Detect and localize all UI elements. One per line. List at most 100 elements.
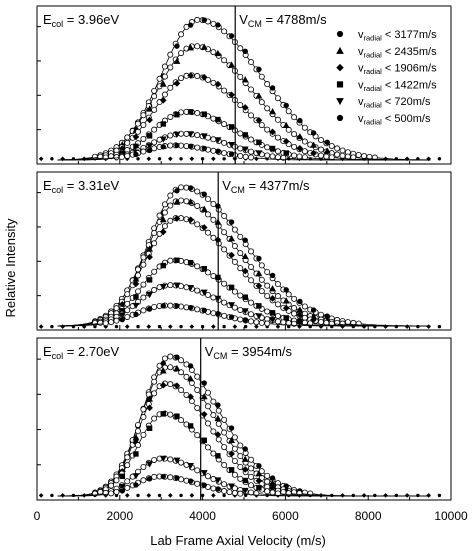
- series-filled-point: [242, 294, 248, 300]
- series-open-point: [221, 150, 228, 157]
- series-filled-point: [255, 282, 263, 290]
- baseline-point: [60, 493, 65, 498]
- series-open-point: [264, 152, 271, 159]
- baseline-point: [146, 324, 152, 329]
- series-filled-point: [187, 72, 194, 79]
- baseline-point: [211, 324, 216, 329]
- legend-marker: [336, 63, 344, 72]
- x-tick-label: 0: [34, 509, 41, 523]
- series-filled-point: [310, 307, 317, 313]
- baseline-point: [179, 493, 183, 498]
- series-open-point: [194, 43, 201, 50]
- ecol-label: Ecol = 2.70eV: [43, 344, 120, 361]
- series-open-point: [135, 128, 142, 135]
- baseline-point: [157, 157, 162, 161]
- series-filled-point: [160, 473, 166, 480]
- series-open-point: [124, 313, 131, 320]
- series-open-point: [178, 50, 185, 57]
- series-filled-point: [282, 137, 290, 145]
- series-open-point: [140, 414, 147, 421]
- vcm-label: VCM = 4788m/s: [239, 12, 327, 29]
- series-open-point: [318, 318, 325, 325]
- series-open-point: [237, 490, 244, 497]
- series-filled-point: [214, 49, 222, 57]
- series-open-point: [108, 319, 115, 326]
- series-filled-point: [187, 284, 195, 292]
- series-open-point: [237, 442, 244, 449]
- series-filled-point: [146, 143, 154, 150]
- series-open-point: [113, 305, 120, 312]
- series-open-point: [328, 143, 335, 150]
- series-filled-point: [146, 277, 153, 283]
- baseline-point: [243, 324, 248, 329]
- series-open-point: [156, 212, 163, 219]
- series-filled-point: [187, 423, 194, 429]
- series-filled-point: [214, 431, 222, 438]
- series-open-point: [334, 151, 341, 158]
- series-open-point: [204, 403, 211, 410]
- series-filled-point: [173, 457, 181, 464]
- series-open-point: [194, 480, 201, 487]
- baseline-point: [167, 156, 173, 162]
- series-open-point: [156, 75, 163, 82]
- legend-label: vradial < 1906m/s: [358, 63, 437, 77]
- series-open-point: [194, 144, 201, 151]
- series-open-point: [237, 145, 244, 152]
- baseline-point: [167, 324, 173, 329]
- series-open-point: [194, 188, 201, 195]
- series-filled-point: [132, 133, 140, 141]
- series-filled-point: [200, 470, 208, 477]
- series-filled-point: [146, 291, 154, 299]
- series-open-point: [167, 282, 174, 289]
- series-filled-point: [228, 314, 235, 320]
- series-open-point: [237, 73, 244, 80]
- baseline-point: [179, 157, 183, 161]
- series-filled-point: [255, 477, 263, 485]
- series-filled-point: [310, 149, 317, 157]
- series-open-point: [231, 226, 238, 233]
- series-open-point: [274, 293, 281, 300]
- series-open-point: [124, 307, 131, 314]
- series-open-point: [210, 412, 217, 419]
- series-open-point: [237, 233, 244, 240]
- series-filled-point: [146, 147, 153, 154]
- series-filled-point: [118, 483, 126, 491]
- series-filled-point: [159, 367, 167, 374]
- series-open-point: [178, 197, 185, 204]
- series-open-point: [269, 153, 276, 160]
- series-filled-point: [228, 151, 235, 157]
- series-filled-point: [310, 141, 317, 148]
- series-filled-point: [214, 414, 222, 422]
- series-open-point: [151, 286, 158, 293]
- series-open-point: [339, 152, 346, 159]
- baseline-point: [437, 157, 442, 161]
- series-open-point: [210, 476, 217, 483]
- legend-label: vradial < 720m/s: [358, 96, 431, 110]
- series-open-point: [237, 45, 244, 52]
- series-open-point: [151, 240, 158, 247]
- baseline-point: [200, 493, 205, 498]
- series-open-point: [178, 75, 185, 82]
- baseline-point: [211, 156, 216, 162]
- series-filled-point: [132, 473, 140, 480]
- series-filled-point: [256, 303, 262, 309]
- series-filled-point: [187, 363, 194, 369]
- series-open-point: [124, 478, 131, 485]
- series-open-point: [161, 63, 168, 70]
- series-open-point: [258, 122, 265, 129]
- series-filled-point: [241, 104, 249, 111]
- series-open-point: [248, 154, 255, 161]
- series-filled-point: [187, 44, 195, 51]
- series-open-point: [274, 318, 281, 325]
- series-open-point: [135, 428, 142, 435]
- series-open-point: [237, 130, 244, 137]
- series-filled-point: [159, 284, 167, 291]
- series-open-point: [215, 436, 222, 443]
- series-open-point: [274, 301, 281, 308]
- series-filled-point: [228, 61, 235, 68]
- series-filled-point: [297, 298, 303, 305]
- panel-2: Ecol = 3.31eV VCM = 4377m/s: [36, 171, 452, 331]
- series-filled-point: [215, 22, 221, 28]
- series-open-point: [231, 288, 238, 295]
- series-open-point: [167, 51, 174, 58]
